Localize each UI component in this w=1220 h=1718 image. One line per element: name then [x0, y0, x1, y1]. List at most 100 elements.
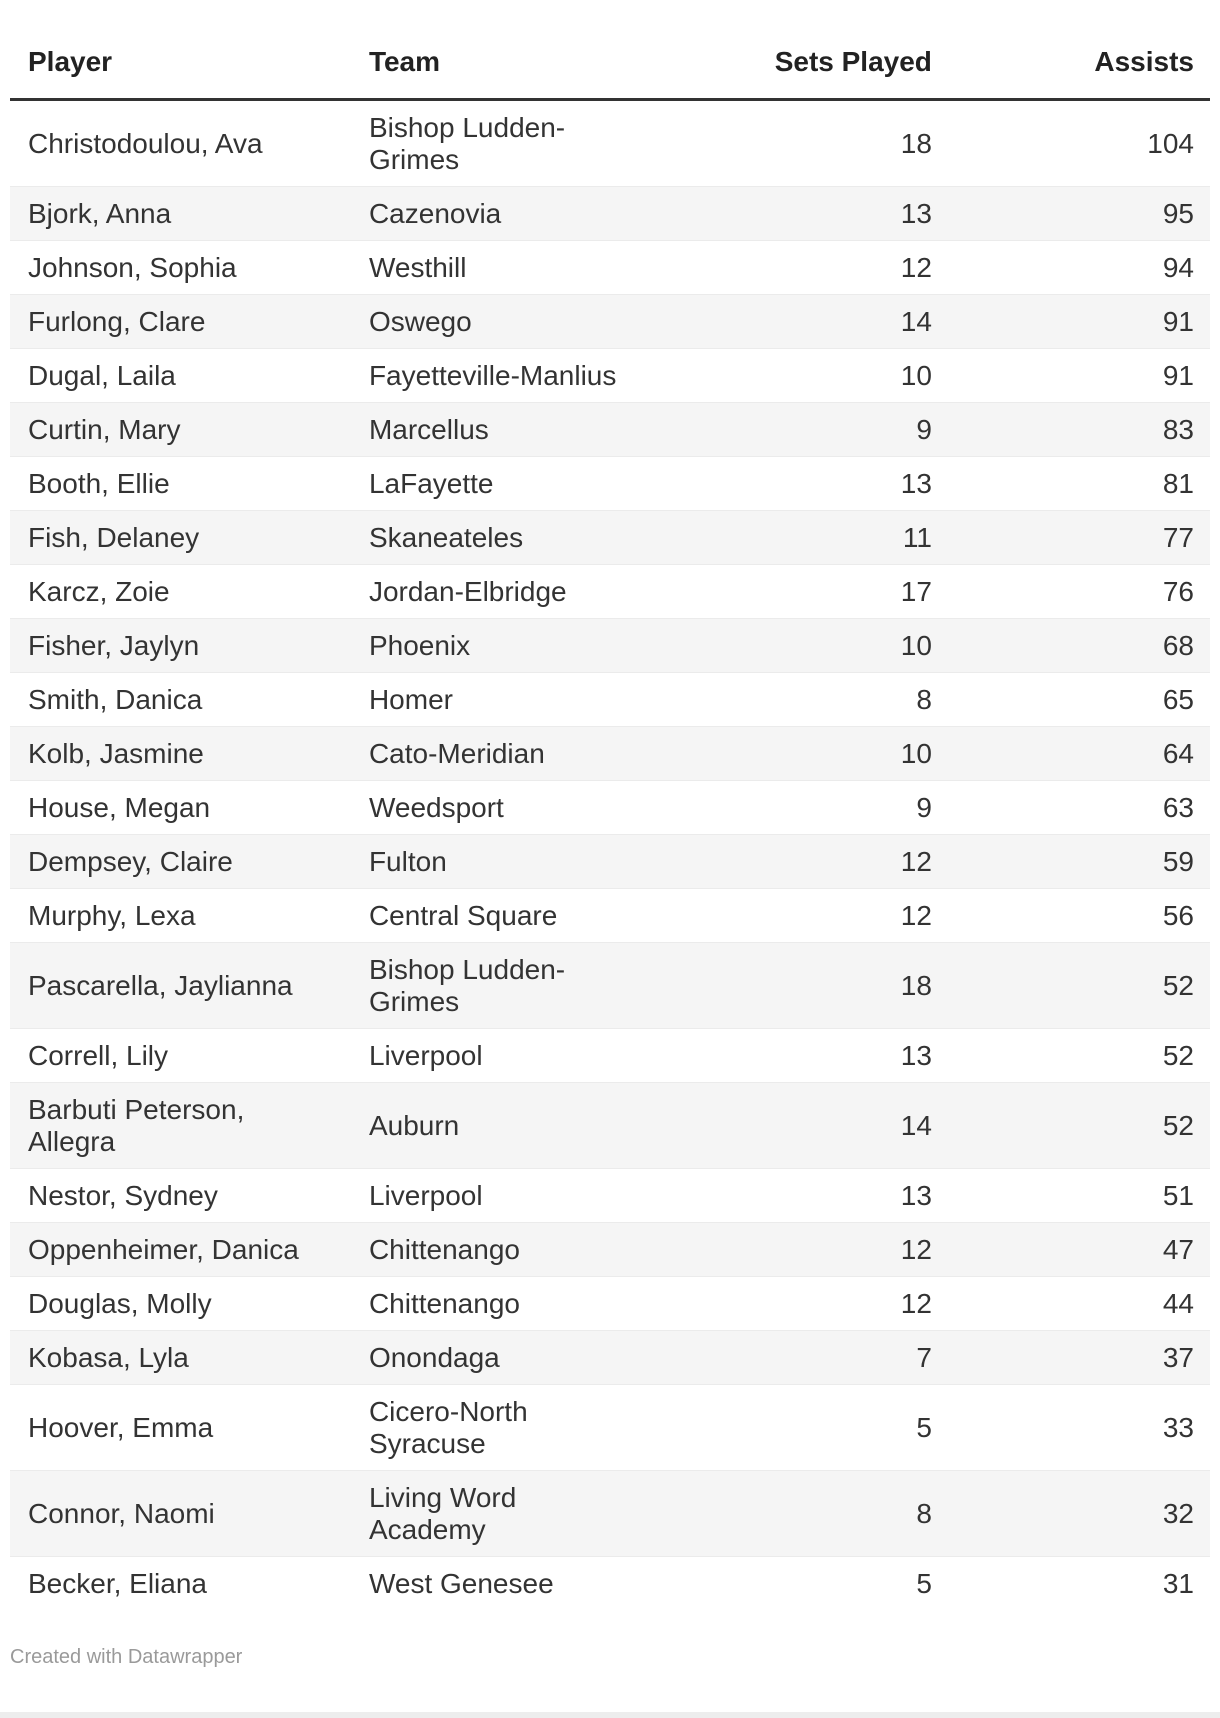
team-cell: Chittenango [368, 1233, 520, 1265]
player-cell: Karcz, Zoie [28, 575, 170, 607]
column-header-team[interactable]: Team [352, 32, 693, 101]
sets-played-cell: 12 [900, 1233, 932, 1265]
player-cell: Hoover, Emma [28, 1411, 214, 1443]
sets-played-cell: 8 [916, 1497, 932, 1529]
table-row: Nestor, Sydney Liverpool 13 51 [10, 1168, 1210, 1223]
column-header-assists[interactable]: Assists [947, 32, 1210, 101]
sets-played-cell: 13 [900, 1039, 932, 1071]
table-row: Dugal, Laila Fayetteville-Manlius 10 91 [10, 348, 1210, 403]
table-row: Christodoulou, Ava Bishop Ludden- Grimes 1… [10, 99, 1210, 187]
assists-cell: 44 [1162, 1287, 1194, 1319]
player-cell: Smith, Danica [28, 683, 203, 715]
team-cell: Westhill [368, 251, 467, 283]
sets-played-cell: 9 [916, 791, 932, 823]
sets-played-cell: 7 [916, 1341, 932, 1373]
table-row: Johnson, Sophia Westhill 12 94 [10, 240, 1210, 295]
sets-played-cell: 5 [916, 1411, 932, 1443]
sets-played-cell: 14 [900, 1109, 932, 1141]
table-row: Oppenheimer, Danica Chittenango 12 47 [10, 1222, 1210, 1277]
sets-played-cell: 5 [916, 1567, 932, 1599]
sets-played-cell: 13 [900, 197, 932, 229]
player-cell: Christodoulou, Ava [28, 127, 263, 159]
assists-cell: 68 [1162, 629, 1194, 661]
sets-played-cell: 13 [900, 1179, 932, 1211]
assists-cell: 65 [1162, 683, 1194, 715]
table-row: Booth, Ellie LaFayette 13 81 [10, 456, 1210, 511]
team-cell: Marcellus [368, 413, 489, 445]
attribution-prefix: Created with [10, 1646, 128, 1668]
player-cell: Dempsey, Claire [28, 845, 233, 877]
player-cell: Curtin, Mary [28, 413, 181, 445]
sets-played-cell: 12 [900, 1287, 932, 1319]
assists-cell: 104 [1147, 127, 1194, 159]
assists-cell: 32 [1162, 1497, 1194, 1529]
sets-played-cell: 10 [900, 359, 932, 391]
table-row: Smith, Danica Homer 8 65 [10, 672, 1210, 727]
player-cell: Kolb, Jasmine [28, 737, 204, 769]
datawrapper-link[interactable]: Datawrapper [127, 1646, 243, 1668]
sets-played-cell: 9 [916, 413, 932, 445]
table-body: Christodoulou, Ava Bishop Ludden- Grimes 1… [10, 99, 1210, 1610]
team-cell: Jordan-Elbridge [368, 575, 567, 607]
table-row: Fish, Delaney Skaneateles 11 77 [10, 510, 1210, 565]
player-cell: House, Megan [28, 791, 211, 823]
assists-cell: 95 [1162, 197, 1194, 229]
player-cell: Johnson, Sophia [28, 251, 237, 283]
player-cell: Dugal, Laila [28, 359, 176, 391]
team-cell: Central Square [368, 899, 558, 931]
header-row: Player Team Sets Played Assists [10, 32, 1210, 101]
assists-cell: 76 [1162, 575, 1194, 607]
team-cell: Cato-Meridian [368, 737, 545, 769]
table-row: Becker, Eliana West Genesee 5 31 [10, 1556, 1210, 1610]
sets-played-cell: 18 [900, 969, 932, 1001]
assists-cell: 51 [1162, 1179, 1194, 1211]
assists-cell: 56 [1162, 899, 1194, 931]
attribution: Created with Datawrapper [10, 1644, 1210, 1670]
sets-played-cell: 13 [900, 467, 932, 499]
table-row: Karcz, Zoie Jordan-Elbridge 17 76 [10, 564, 1210, 619]
player-cell: Douglas, Molly [28, 1287, 212, 1319]
sets-played-cell: 18 [900, 127, 932, 159]
team-cell: Bishop Ludden- Grimes [368, 111, 566, 175]
assists-cell: 91 [1162, 305, 1194, 337]
column-header-player[interactable]: Player [10, 32, 353, 101]
sets-played-cell: 12 [900, 845, 932, 877]
table-row: Hoover, Emma Cicero-North Syracuse 5 33 [10, 1384, 1210, 1471]
assists-cell: 91 [1162, 359, 1194, 391]
team-cell: Chittenango [368, 1287, 520, 1319]
table-row: Barbuti Peterson, Allegra Auburn 14 52 [10, 1082, 1210, 1169]
assists-cell: 83 [1162, 413, 1194, 445]
players-table: Player Team Sets Played Assists Christod… [10, 32, 1210, 1610]
assists-cell: 63 [1162, 791, 1194, 823]
table-row: Furlong, Clare Oswego 14 91 [10, 294, 1210, 349]
table-row: Fisher, Jaylyn Phoenix 10 68 [10, 618, 1210, 673]
team-cell: West Genesee [368, 1567, 554, 1599]
team-cell: LaFayette [368, 467, 494, 499]
player-cell: Nestor, Sydney [28, 1179, 218, 1211]
sets-played-cell: 10 [900, 737, 932, 769]
table-row: House, Megan Weedsport 9 63 [10, 780, 1210, 835]
table-row: Connor, Naomi Living Word Academy 8 32 [10, 1470, 1210, 1557]
column-header-sets-played[interactable]: Sets Played [692, 32, 948, 101]
players-table-container: Player Team Sets Played Assists Christod… [10, 32, 1210, 1610]
player-cell: Pascarella, Jaylianna [28, 969, 293, 1001]
team-cell: Living Word Academy [368, 1481, 517, 1545]
player-cell: Furlong, Clare [28, 305, 206, 337]
player-cell: Becker, Eliana [28, 1567, 207, 1599]
team-cell: Auburn [368, 1109, 460, 1141]
assists-cell: 52 [1162, 1109, 1194, 1141]
team-cell: Cazenovia [368, 197, 502, 229]
assists-cell: 47 [1162, 1233, 1194, 1265]
player-cell: Booth, Ellie [28, 467, 170, 499]
assists-cell: 52 [1162, 1039, 1194, 1071]
assists-cell: 52 [1162, 969, 1194, 1001]
table-row: Dempsey, Claire Fulton 12 59 [10, 834, 1210, 889]
team-cell: Cicero-North Syracuse [368, 1395, 528, 1459]
sets-played-cell: 10 [900, 629, 932, 661]
table-row: Kobasa, Lyla Onondaga 7 37 [10, 1330, 1210, 1385]
sets-played-cell: 8 [916, 683, 932, 715]
team-cell: Fayetteville-Manlius [368, 359, 617, 391]
sets-played-cell: 14 [900, 305, 932, 337]
team-cell: Skaneateles [368, 521, 524, 553]
player-cell: Fisher, Jaylyn [28, 629, 200, 661]
